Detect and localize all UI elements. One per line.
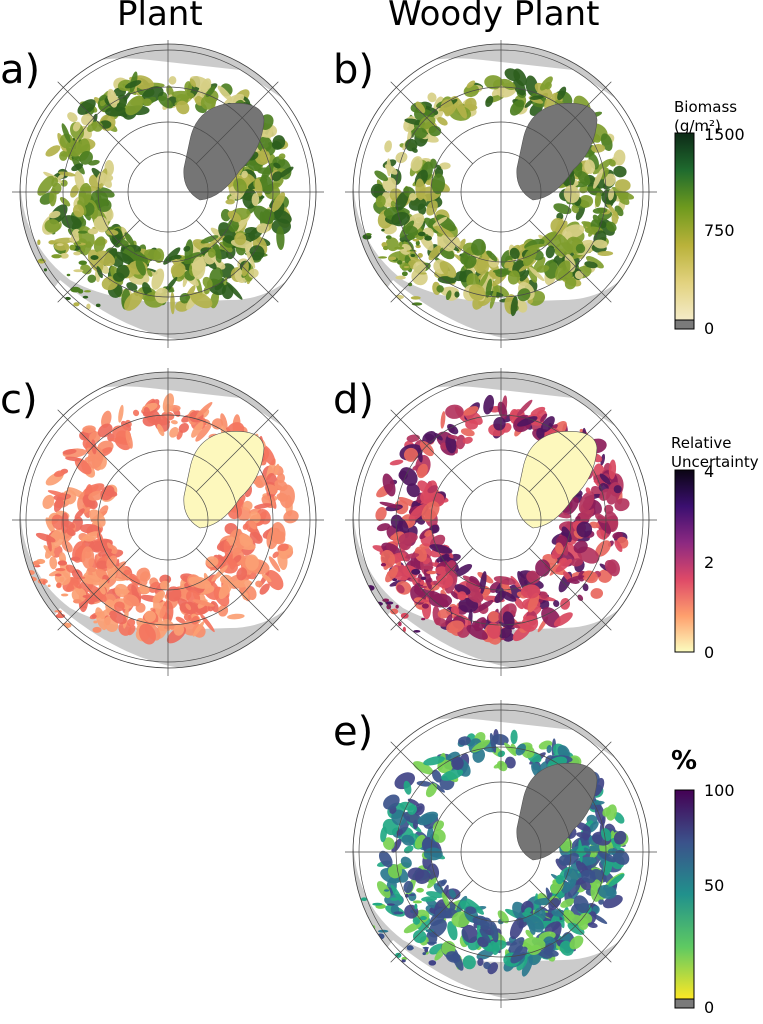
colorbar-percent-tick-50: 50	[704, 876, 725, 895]
polar-map-b	[345, 40, 657, 348]
land-lower	[353, 280, 649, 340]
panel-label-a: a)	[0, 47, 41, 93]
land-lower	[20, 280, 316, 340]
vegetation-band	[28, 71, 294, 315]
colorbar-uncertainty	[674, 469, 695, 653]
colorbar-biomass-tick-750: 750	[704, 221, 735, 240]
colorbar-uncertainty-tick-4: 4	[704, 462, 715, 481]
land-lower	[353, 940, 649, 1000]
colorbar-biomass-title-line1: Biomass	[674, 98, 738, 116]
panel-label-e: e)	[333, 709, 374, 755]
graticule	[345, 368, 657, 676]
colorbar-uncertainty-ramp	[674, 469, 695, 653]
panel-label-b: b)	[333, 47, 374, 93]
polar-map-a	[12, 40, 324, 348]
graticule	[345, 40, 657, 348]
colorbar-percent-nodata	[674, 998, 695, 1009]
greenland	[516, 431, 598, 529]
greenland	[183, 431, 265, 529]
colorbar-biomass-title: Biomass (g/m²)	[674, 98, 737, 136]
colorbar-biomass-ramp	[674, 132, 695, 321]
colorbar-uncertainty-tick-2: 2	[704, 553, 715, 572]
greenland	[516, 763, 598, 861]
graticule	[345, 700, 657, 1008]
colorbar-biomass	[674, 132, 695, 330]
column-title-woody-plant: Woody Plant	[388, 0, 600, 34]
vegetation-band	[26, 393, 299, 645]
colorbar-biomass-title-line2: (g/m²)	[674, 117, 721, 135]
panel-label-c: c)	[0, 377, 38, 423]
colorbar-uncertainty-title-line1: Relative	[671, 434, 732, 452]
colorbar-percent-title: %	[671, 746, 698, 776]
column-title-plant: Plant	[117, 0, 203, 34]
colorbar-biomass-tick-0: 0	[704, 319, 715, 338]
colorbar-uncertainty-title-line2: Uncertainty	[671, 453, 759, 471]
colorbar-percent	[674, 789, 695, 1009]
map-outline	[352, 703, 650, 1001]
map-outline	[19, 43, 317, 341]
graticule	[12, 40, 324, 348]
colorbar-uncertainty-title: Relative Uncertainty	[671, 434, 759, 472]
map-outline	[19, 371, 317, 669]
colorbar-biomass-nodata	[674, 319, 695, 330]
graticule	[12, 368, 324, 676]
polar-map-e	[345, 700, 657, 1008]
panel-label-d: d)	[333, 377, 374, 423]
colorbar-percent-ramp	[674, 789, 695, 1000]
colorbar-percent-tick-0: 0	[704, 998, 715, 1017]
greenland	[183, 103, 265, 201]
map-outline	[352, 371, 650, 669]
land-lower	[353, 608, 649, 668]
colorbar-biomass-tick-1500: 1500	[704, 125, 745, 144]
land-lower	[20, 608, 316, 668]
colorbar-uncertainty-tick-0: 0	[704, 643, 715, 662]
greenland	[516, 103, 598, 201]
colorbar-percent-tick-100: 100	[704, 781, 735, 800]
polar-map-d	[345, 368, 657, 676]
map-outline	[352, 43, 650, 341]
polar-map-c	[12, 368, 324, 676]
